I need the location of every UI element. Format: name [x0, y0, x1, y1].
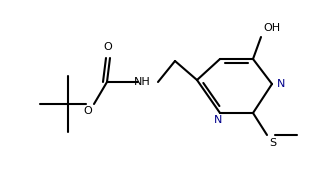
Text: OH: OH — [263, 23, 280, 33]
Text: N: N — [214, 115, 222, 125]
Text: O: O — [83, 106, 92, 116]
Text: S: S — [269, 138, 276, 148]
Text: O: O — [104, 42, 112, 52]
Text: NH: NH — [134, 77, 151, 87]
Text: N: N — [277, 79, 285, 89]
